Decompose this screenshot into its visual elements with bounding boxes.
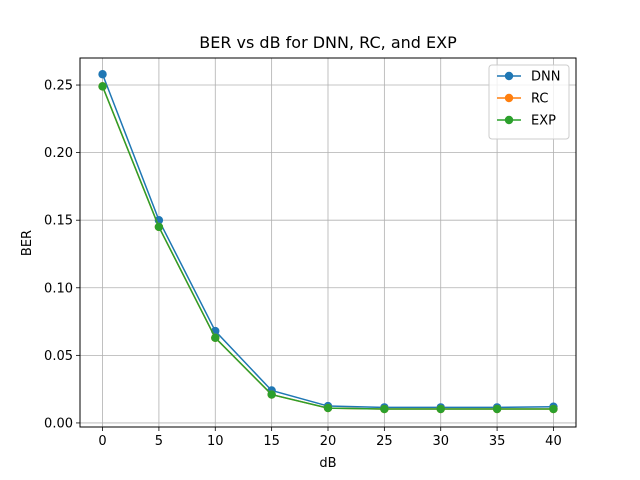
chart-title: BER vs dB for DNN, RC, and EXP xyxy=(199,33,457,52)
legend-marker xyxy=(504,71,514,81)
x-axis-label: dB xyxy=(319,456,336,471)
x-tick-label: 25 xyxy=(376,434,393,449)
data-point xyxy=(492,404,502,414)
series-exp xyxy=(98,82,558,414)
y-tick-label: 0.15 xyxy=(44,214,73,229)
legend-label: DNN xyxy=(531,70,560,85)
y-tick-label: 0.25 xyxy=(44,79,73,94)
data-point xyxy=(380,404,389,414)
y-tick-label: 0.20 xyxy=(44,146,73,161)
x-tick-label: 15 xyxy=(263,434,280,449)
y-tick-label: 0.00 xyxy=(44,416,73,431)
x-tick-label: 35 xyxy=(489,434,506,449)
data-point xyxy=(549,404,558,414)
data-point xyxy=(98,70,107,79)
y-axis-label: BER xyxy=(20,230,35,256)
data-point xyxy=(154,222,164,232)
x-tick-label: 20 xyxy=(320,434,337,449)
legend-entry: DNN xyxy=(497,70,560,85)
axis-ticks: 0 5 10 15 20 25 30 35 40 0.00 0.05 0.10 0.15 0.20 0.25 xyxy=(44,79,562,449)
x-tick-label: 5 xyxy=(155,434,163,449)
legend-label: EXP xyxy=(531,114,556,129)
legend-marker xyxy=(504,115,514,125)
data-point xyxy=(98,82,107,91)
legend: DNN RC EXP xyxy=(488,64,570,140)
data-point xyxy=(211,333,220,342)
data-point xyxy=(323,403,333,413)
x-tick-label: 0 xyxy=(98,434,106,449)
x-tick-label: 10 xyxy=(207,434,224,449)
series-layer xyxy=(98,70,558,414)
legend-entry: EXP xyxy=(497,114,556,129)
x-tick-label: 40 xyxy=(545,434,562,449)
y-tick-label: 0.05 xyxy=(44,349,73,364)
legend-label: RC xyxy=(531,92,548,107)
data-point xyxy=(436,404,445,414)
legend-marker xyxy=(504,93,514,103)
data-point xyxy=(267,390,276,399)
y-tick-label: 0.10 xyxy=(44,281,73,296)
legend-entry: RC xyxy=(497,92,548,107)
x-tick-label: 30 xyxy=(432,434,449,449)
